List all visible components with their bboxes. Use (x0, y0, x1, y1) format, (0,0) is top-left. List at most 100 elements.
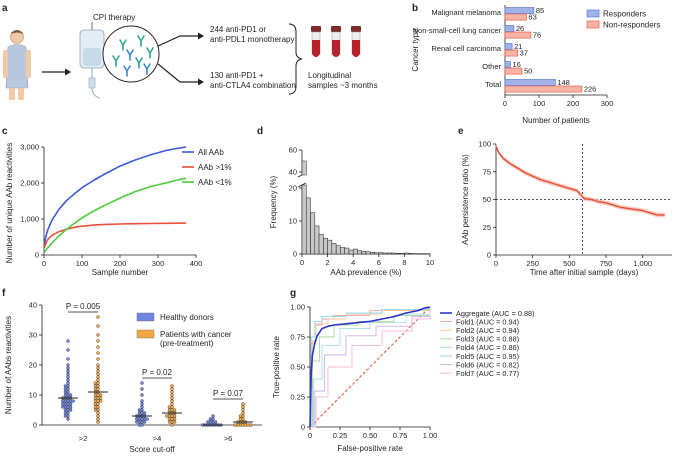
panel-a-letter: a (2, 3, 8, 14)
brace (288, 23, 303, 95)
x-tick-label-b: 0 (503, 99, 507, 108)
hist-bar-d (314, 225, 320, 255)
x-axis-label-e: Time after initial sample (days) (530, 268, 639, 277)
x-tick-label-c: 100 (76, 259, 89, 268)
legend-label-c: AAb >1% (198, 163, 232, 172)
hist-bar-d (331, 243, 337, 255)
y-tick-label-g: 0.75 (290, 333, 305, 342)
data-point-f (93, 384, 98, 388)
bar-value-label-b: 63 (528, 13, 536, 22)
data-point-f (140, 393, 144, 397)
data-point-f (140, 405, 144, 409)
bar-b (504, 67, 523, 75)
data-point-f (249, 423, 253, 427)
y-tick-label-f: 40 (29, 301, 37, 310)
data-point-f (241, 408, 245, 412)
hist-bar-d (318, 233, 324, 255)
hist-bar-d (327, 239, 333, 255)
hist-bar-d (305, 197, 311, 255)
data-point-f (98, 399, 103, 403)
x-tick-label-d: 6 (377, 258, 381, 267)
persistence-line-e (495, 145, 665, 216)
panel-b-letter: b (412, 3, 418, 14)
data-point-f (96, 417, 100, 421)
data-point-f (238, 414, 243, 418)
data-point-f (167, 408, 172, 412)
data-point-f (241, 402, 245, 406)
data-point-f (142, 420, 147, 424)
x-axis-label-c: Sample number (92, 268, 149, 277)
y-axis-label-c: Number of unique AAb reactivities (5, 143, 14, 264)
y-tick-label-f: 20 (29, 361, 37, 370)
data-point-f (170, 384, 174, 388)
hist-bar-d (391, 252, 397, 255)
data-point-f (96, 324, 100, 328)
y-tick-label-d: 40 (289, 168, 297, 177)
x-tick-label-e: 0 (494, 259, 498, 268)
series-line-c (43, 222, 187, 249)
data-point-f (93, 381, 98, 385)
data-point-f (68, 405, 73, 409)
data-point-f (206, 420, 210, 424)
x-tick-label-c: 400 (190, 259, 203, 268)
x-tick-label-c: 200 (114, 259, 127, 268)
data-point-f (208, 417, 213, 421)
y-tick-label-d: 10 (289, 217, 297, 226)
data-point-f (142, 411, 147, 415)
chance-diagonal-g (309, 306, 431, 428)
x-tick-label-d: 0 (300, 258, 304, 267)
hist-bar-d (348, 249, 354, 255)
x-axis-label-d: AAb prevalence (%) (330, 268, 401, 277)
y-tick-label-g: 0.50 (290, 363, 305, 372)
x-tick-label-e: 500 (563, 259, 576, 268)
hist-bar-d (357, 250, 362, 255)
data-point-f (167, 417, 172, 421)
y-tick-label-g: 1.00 (290, 303, 305, 312)
x-tick-label-e: 750 (600, 259, 613, 268)
legend-label-g: Fold6 (AUC = 0.82) (456, 360, 519, 369)
data-point-f (96, 378, 100, 382)
bar-b (504, 7, 535, 14)
samples-line1: Longitudinal (308, 71, 351, 80)
category-label-f: >6 (224, 434, 233, 443)
panel-g-letter: g (290, 288, 296, 299)
data-point-f (63, 408, 68, 412)
bar-b (504, 61, 511, 68)
plot-b: 0 100 200 300 Number of patients Cancer type M… (411, 5, 660, 125)
data-point-f (137, 411, 142, 415)
data-point-f (66, 348, 70, 352)
data-point-f (63, 384, 68, 388)
data-point-f (96, 339, 100, 343)
y-axis-label-f: Number of AAbs reactivities (4, 316, 13, 414)
data-point-f (172, 420, 177, 424)
bar-b (504, 25, 515, 32)
x-tick-label-d: 2 (326, 258, 330, 267)
y-tick-label-d: 0 (293, 250, 297, 259)
data-point-f (170, 402, 174, 406)
data-point-f (172, 417, 177, 421)
roc-curve-fold-g (310, 307, 431, 428)
hist-bar-d (361, 251, 367, 255)
y-tick-label-c: 1,000 (20, 215, 39, 224)
data-point-f (140, 381, 144, 385)
data-point-f (165, 414, 169, 418)
legend-label-c: All AAb (198, 148, 224, 157)
bar-b (504, 79, 556, 86)
data-point-f (66, 375, 70, 379)
data-point-f (213, 420, 218, 424)
panel-f-letter: f (2, 288, 6, 299)
data-point-f (135, 420, 139, 424)
hist-bar-d (404, 252, 409, 255)
data-point-f (96, 369, 100, 373)
hist-bar-d (301, 184, 307, 255)
arm1-line1: 244 anti-PD1 or (210, 25, 266, 34)
x-tick-label-g: 0.50 (363, 431, 378, 440)
data-point-f (98, 393, 103, 397)
x-tick-label-d: 8 (402, 258, 406, 267)
hist-bar-d (310, 212, 316, 255)
data-point-f (172, 408, 177, 412)
legend-label-g: Fold4 (AUC = 0.86) (456, 343, 519, 352)
arrow-to-therapy (42, 68, 71, 76)
hist-bar-d (387, 252, 392, 255)
